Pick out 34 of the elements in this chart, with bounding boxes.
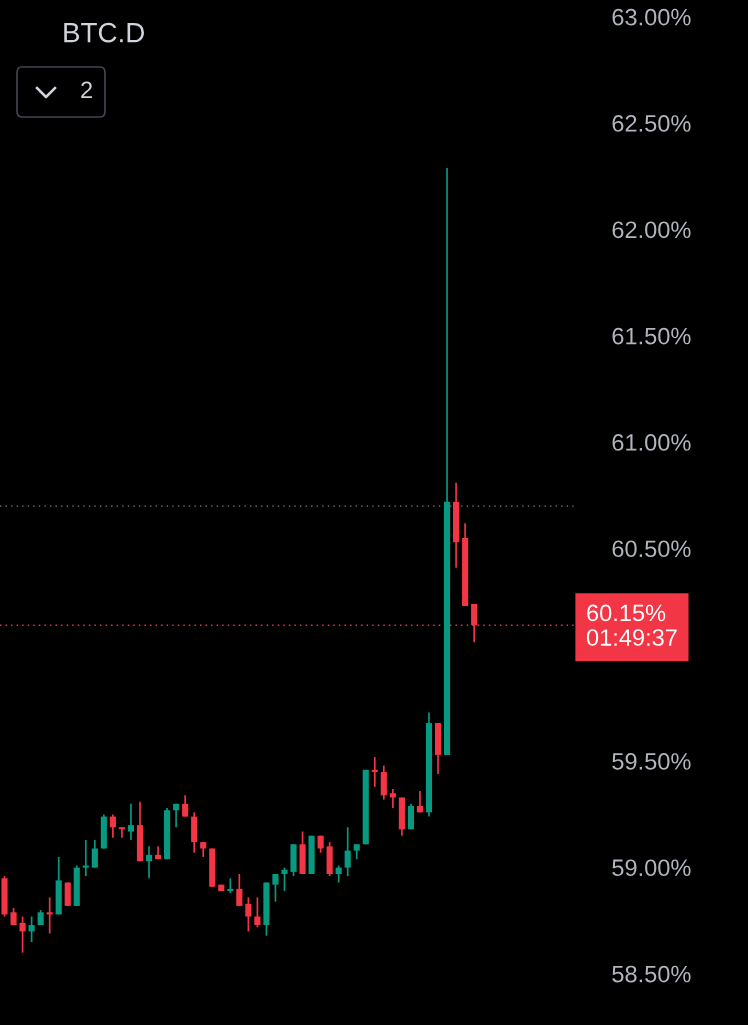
candlestick (82, 839, 89, 877)
candlestick (344, 826, 351, 877)
candlestick (118, 826, 125, 839)
y-tick-label: 61.00% (612, 434, 691, 451)
candlestick (380, 764, 387, 801)
candlestick (109, 813, 116, 839)
candlestick (227, 877, 234, 894)
candlestick (127, 803, 135, 841)
annotation: 2 (81, 81, 92, 99)
y-tick-label: 58.50% (612, 965, 691, 983)
candlestick (407, 803, 414, 831)
candlestick (245, 896, 252, 933)
candlestick (272, 873, 279, 903)
candlestick (145, 845, 153, 880)
y-tick-label: 61.50% (612, 327, 691, 345)
text: 01:49:37 (586, 629, 677, 646)
y-tick-label: 59.00% (612, 859, 691, 877)
y-tick-label: 60.50% (612, 540, 691, 558)
y-tick-label: 63.00% (612, 8, 691, 26)
candlestick (371, 756, 378, 788)
y-tick-label: 62.00% (612, 221, 691, 239)
candlestick (389, 788, 396, 809)
y-tick-label: 59.50% (612, 753, 691, 770)
candlestick (236, 873, 243, 907)
candlestick (28, 915, 35, 943)
candlestick (254, 896, 261, 929)
candlestick (91, 839, 98, 869)
candlestick (46, 896, 53, 935)
y-tick-label: 62.50% (612, 115, 691, 132)
ref-line-label: 60.15% (587, 604, 666, 622)
candlestick (182, 794, 189, 818)
text: BTC.D (64, 22, 145, 43)
candlestick (281, 866, 288, 892)
candlestick (19, 915, 26, 954)
